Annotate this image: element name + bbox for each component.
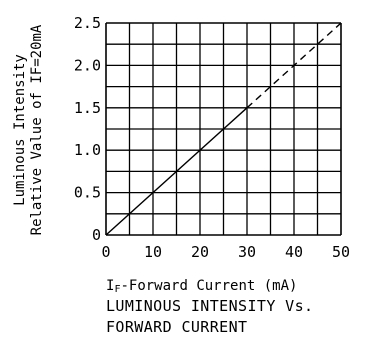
x-tick-label: 20 xyxy=(191,243,209,261)
y-axis-title-line-2: Relative Value of IF=20mA xyxy=(29,24,45,235)
ticks-layer: 0 10 20 30 40 50 0 0.5 1.0 1.5 2.0 2.5 xyxy=(74,14,350,261)
x-axis-title: IF-Forward Current (mA) xyxy=(106,278,297,295)
series-line-dashed xyxy=(246,22,342,109)
x-axis-title-prefix: I xyxy=(106,278,114,294)
y-tick-label: 2.0 xyxy=(74,56,101,74)
x-tick-label: 50 xyxy=(332,243,350,261)
y-tick-label: 0 xyxy=(92,226,101,244)
caption-line-2: FORWARD CURRENT xyxy=(106,318,247,336)
grid-layer xyxy=(105,22,342,236)
y-axis-title-line-1: Luminous Intensity xyxy=(12,54,28,206)
caption-line-1: LUMINOUS INTENSITY Vs. xyxy=(106,297,313,315)
x-axis-title-rest: -Forward Current (mA) xyxy=(120,278,297,294)
x-tick-label: 10 xyxy=(144,243,162,261)
y-tick-label: 2.5 xyxy=(74,14,101,32)
series-line-solid xyxy=(105,107,248,236)
x-tick-label: 30 xyxy=(238,243,256,261)
y-tick-label: 0.5 xyxy=(74,184,101,202)
x-tick-label: 40 xyxy=(285,243,303,261)
series-layer xyxy=(105,22,342,236)
y-tick-label: 1.5 xyxy=(74,99,101,117)
x-tick-label: 0 xyxy=(101,243,110,261)
y-tick-label: 1.0 xyxy=(74,141,101,159)
x-axis-title-subscript: F xyxy=(114,284,120,295)
